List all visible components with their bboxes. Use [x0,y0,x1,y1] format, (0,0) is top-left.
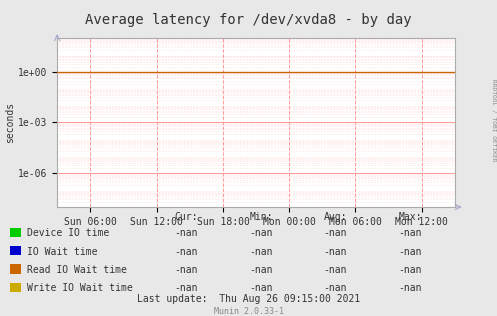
Text: -nan: -nan [398,283,422,293]
Text: -nan: -nan [398,228,422,238]
Text: -nan: -nan [324,265,347,275]
Text: -nan: -nan [249,228,273,238]
Text: Avg:: Avg: [324,212,347,222]
Text: -nan: -nan [249,283,273,293]
Text: Min:: Min: [249,212,273,222]
Text: Device IO time: Device IO time [27,228,109,238]
Text: -nan: -nan [324,283,347,293]
Text: Munin 2.0.33-1: Munin 2.0.33-1 [214,307,283,316]
Text: Cur:: Cur: [174,212,198,222]
Text: Write IO Wait time: Write IO Wait time [27,283,133,293]
Text: -nan: -nan [174,246,198,257]
Text: -nan: -nan [174,228,198,238]
Text: -nan: -nan [324,246,347,257]
Text: RRDTOOL / TOBI OETIKER: RRDTOOL / TOBI OETIKER [491,79,496,161]
Text: Max:: Max: [398,212,422,222]
Text: -nan: -nan [174,283,198,293]
Y-axis label: seconds: seconds [5,102,15,143]
Text: Last update:  Thu Aug 26 09:15:00 2021: Last update: Thu Aug 26 09:15:00 2021 [137,294,360,304]
Text: -nan: -nan [324,228,347,238]
Text: -nan: -nan [398,265,422,275]
Text: -nan: -nan [174,265,198,275]
Text: Average latency for /dev/xvda8 - by day: Average latency for /dev/xvda8 - by day [85,13,412,27]
Text: -nan: -nan [398,246,422,257]
Text: IO Wait time: IO Wait time [27,246,98,257]
Text: -nan: -nan [249,246,273,257]
Text: -nan: -nan [249,265,273,275]
Text: Read IO Wait time: Read IO Wait time [27,265,127,275]
